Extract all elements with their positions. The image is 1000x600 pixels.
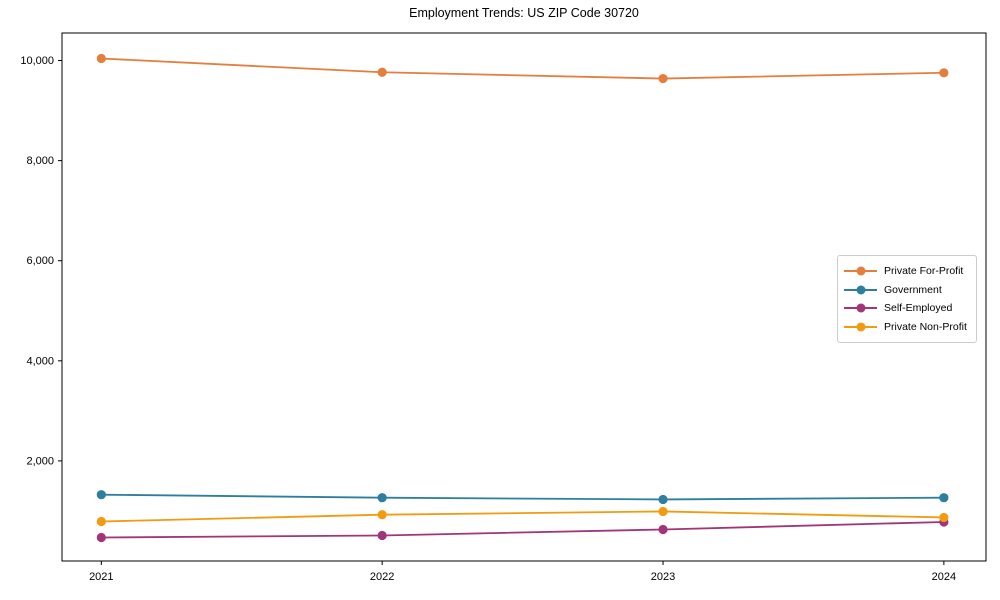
- series-line-private-for-profit: [101, 57, 944, 80]
- data-point: [939, 68, 949, 78]
- y-tick-label: 6,000: [26, 255, 54, 267]
- data-point: [377, 510, 387, 520]
- y-tick-label: 2,000: [26, 455, 54, 467]
- legend-marker-icon: [856, 266, 865, 276]
- data-point: [96, 53, 106, 64]
- data-point: [939, 512, 949, 523]
- legend-line-swatch: [844, 303, 877, 313]
- y-tick-label: 4,000: [26, 355, 54, 367]
- legend-line-swatch: [844, 266, 877, 276]
- legend-label: Government: [884, 283, 942, 296]
- legend-item-private-non-profit: Private Non-Profit: [844, 321, 970, 333]
- axes-frame: [61, 32, 987, 562]
- legend-marker-icon: [856, 303, 865, 313]
- data-point: [377, 530, 387, 541]
- legend-item-private-for-profit: Private For-Profit: [844, 265, 970, 277]
- legend-label: Private For-Profit: [884, 265, 964, 278]
- x-tick-label: 2024: [932, 571, 956, 583]
- legend-marker-icon: [856, 285, 865, 295]
- data-point: [377, 493, 387, 503]
- data-point: [658, 506, 668, 517]
- legend-label: Self-Employed: [884, 302, 953, 315]
- chart-title: Employment Trends: US ZIP Code 30720: [409, 6, 639, 20]
- legend-item-government: Government: [844, 284, 970, 296]
- legend-line-swatch: [844, 285, 877, 295]
- data-point: [939, 493, 949, 503]
- data-point: [658, 73, 668, 84]
- legend-label: Private Non-Profit: [884, 320, 967, 333]
- legend: Private For-Profit Government Self-Employe…: [837, 255, 977, 343]
- x-tick-label: 2023: [651, 571, 675, 583]
- data-point: [658, 494, 668, 505]
- legend-marker-icon: [856, 322, 865, 332]
- legend-line-swatch: [844, 322, 877, 332]
- data-point: [377, 67, 387, 77]
- legend-item-self-employed: Self-Employed: [844, 302, 970, 314]
- series-line-self-employed: [101, 521, 944, 539]
- series-line-government: [101, 493, 944, 501]
- data-point: [658, 524, 668, 535]
- x-tick-label: 2021: [89, 571, 113, 583]
- y-tick-label: 8,000: [26, 155, 54, 167]
- data-point: [96, 532, 106, 543]
- data-point: [96, 490, 106, 500]
- data-point: [96, 516, 106, 527]
- x-tick-label: 2022: [370, 571, 394, 583]
- y-tick-label: 10,000: [20, 55, 54, 67]
- series-line-private-non-profit: [101, 510, 944, 523]
